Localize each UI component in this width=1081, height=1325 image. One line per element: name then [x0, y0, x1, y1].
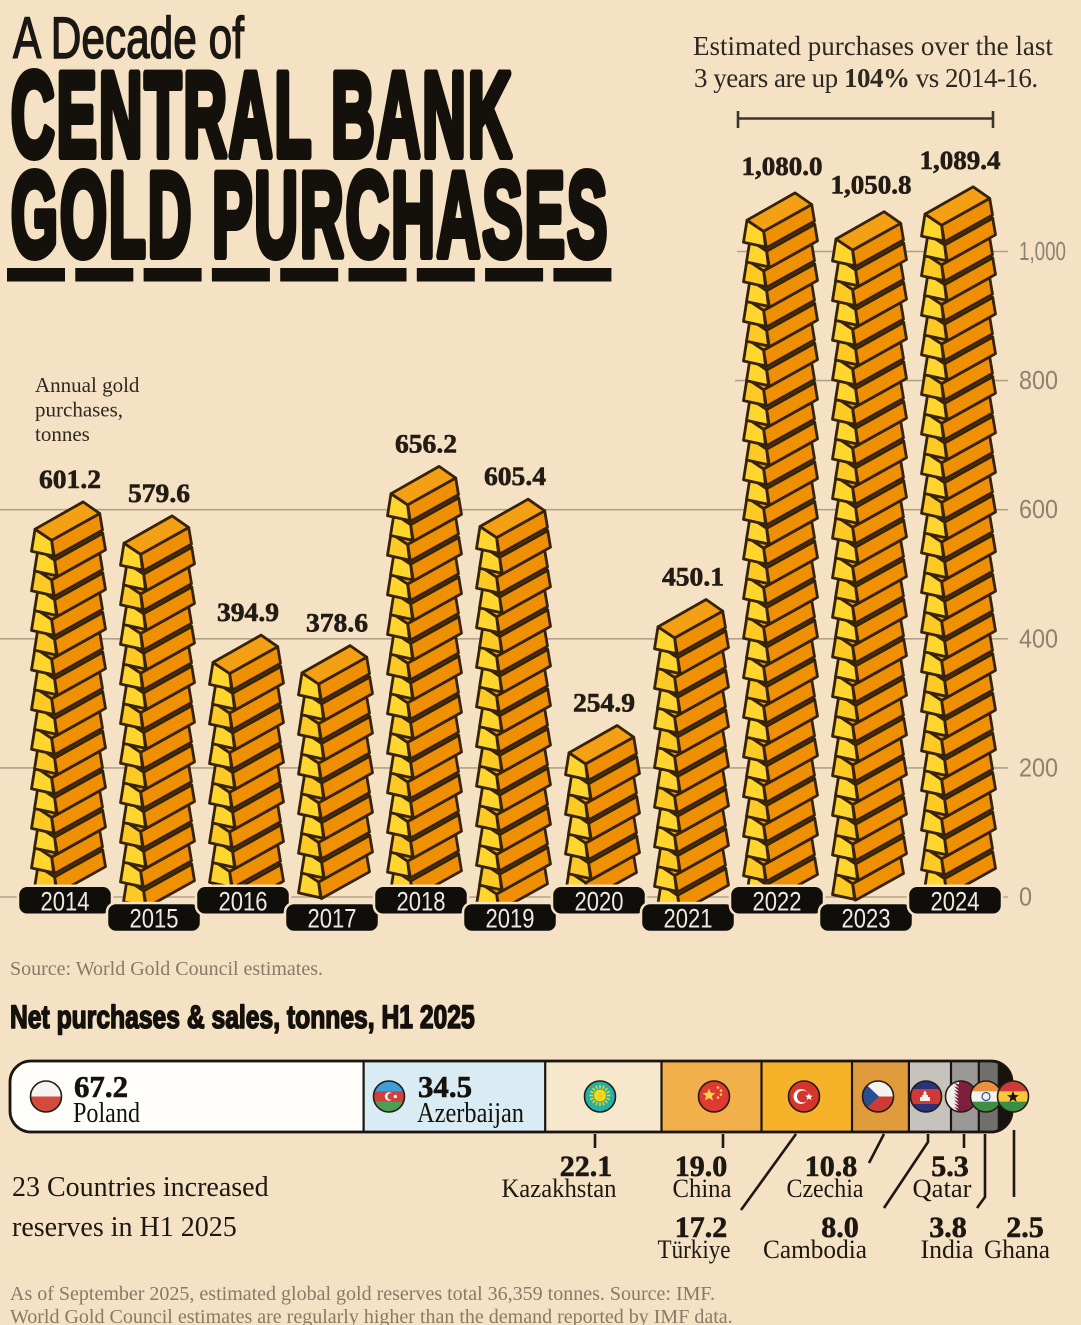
- svg-text:605.4: 605.4: [484, 462, 546, 491]
- svg-text:3.8: 3.8: [929, 1211, 967, 1244]
- svg-text:2016: 2016: [219, 886, 268, 916]
- svg-text:400: 400: [1019, 623, 1058, 653]
- svg-text:2015: 2015: [130, 904, 179, 934]
- svg-text:17.2: 17.2: [675, 1211, 728, 1244]
- svg-text:CENTRAL BANK: CENTRAL BANK: [11, 49, 513, 183]
- svg-text:World Gold Council estimates a: World Gold Council estimates are regular…: [10, 1306, 733, 1325]
- svg-text:378.6: 378.6: [306, 609, 368, 638]
- svg-text:800: 800: [1019, 365, 1058, 395]
- svg-text:10.8: 10.8: [805, 1150, 858, 1183]
- svg-text:Ghana: Ghana: [984, 1235, 1050, 1264]
- svg-text:India: India: [921, 1235, 974, 1264]
- svg-text:2.5: 2.5: [1006, 1211, 1044, 1244]
- svg-text:2019: 2019: [486, 904, 535, 934]
- svg-text:2020: 2020: [575, 886, 624, 916]
- svg-text:8.0: 8.0: [821, 1211, 859, 1244]
- svg-text:Azerbaijan: Azerbaijan: [417, 1098, 524, 1129]
- svg-text:1,089.4: 1,089.4: [920, 146, 1001, 175]
- svg-text:1,000: 1,000: [1019, 236, 1066, 266]
- svg-text:China: China: [673, 1174, 732, 1203]
- svg-text:0: 0: [1019, 882, 1032, 912]
- svg-text:656.2: 656.2: [395, 429, 457, 458]
- svg-text:2018: 2018: [397, 886, 446, 916]
- svg-text:394.9: 394.9: [217, 598, 279, 627]
- svg-text:5.3: 5.3: [931, 1150, 969, 1183]
- svg-text:Annual gold: Annual gold: [35, 373, 140, 397]
- svg-text:As of September 2025, estimate: As of September 2025, estimated global g…: [10, 1283, 715, 1305]
- svg-text:Poland: Poland: [73, 1098, 140, 1129]
- svg-text:2014: 2014: [41, 886, 90, 916]
- svg-text:Cambodia: Cambodia: [763, 1235, 867, 1264]
- svg-text:1,080.0: 1,080.0: [742, 152, 823, 181]
- svg-text:Estimated purchases over the l: Estimated purchases over the last: [693, 31, 1053, 61]
- svg-text:579.6: 579.6: [128, 479, 190, 508]
- svg-text:600: 600: [1019, 494, 1058, 524]
- svg-text:purchases,: purchases,: [35, 398, 123, 422]
- svg-text:Source: World Gold Council est: Source: World Gold Council estimates.: [10, 958, 323, 980]
- svg-text:Qatar: Qatar: [913, 1174, 972, 1203]
- svg-text:reserves in H1 2025: reserves in H1 2025: [12, 1212, 237, 1243]
- svg-text:67.2: 67.2: [74, 1069, 128, 1104]
- svg-text:2017: 2017: [308, 904, 357, 934]
- svg-text:254.9: 254.9: [573, 689, 635, 718]
- svg-text:19.0: 19.0: [675, 1150, 728, 1183]
- svg-text:22.1: 22.1: [560, 1150, 613, 1183]
- svg-text:2024: 2024: [931, 886, 980, 916]
- svg-text:Czechia: Czechia: [787, 1174, 864, 1203]
- svg-text:450.1: 450.1: [662, 563, 724, 592]
- svg-text:2022: 2022: [753, 886, 802, 916]
- svg-text:601.2: 601.2: [39, 465, 101, 494]
- svg-text:Net purchases & sales, tonnes,: Net purchases & sales, tonnes, H1 2025: [10, 1000, 475, 1036]
- svg-text:1,050.8: 1,050.8: [831, 171, 912, 200]
- svg-text:2023: 2023: [842, 904, 891, 934]
- svg-text:3 years are up 104% vs 2014-16: 3 years are up 104% vs 2014-16.: [694, 63, 1038, 93]
- svg-text:GOLD PURCHASES: GOLD PURCHASES: [11, 149, 609, 283]
- svg-text:2021: 2021: [664, 904, 713, 934]
- svg-text:200: 200: [1019, 752, 1058, 782]
- svg-text:A Decade of: A Decade of: [13, 5, 245, 70]
- svg-text:34.5: 34.5: [418, 1069, 472, 1104]
- svg-text:Türkiye: Türkiye: [658, 1235, 731, 1264]
- svg-text:tonnes: tonnes: [35, 422, 90, 446]
- svg-text:23 Countries increased: 23 Countries increased: [12, 1172, 269, 1203]
- svg-text:Kazakhstan: Kazakhstan: [502, 1174, 617, 1203]
